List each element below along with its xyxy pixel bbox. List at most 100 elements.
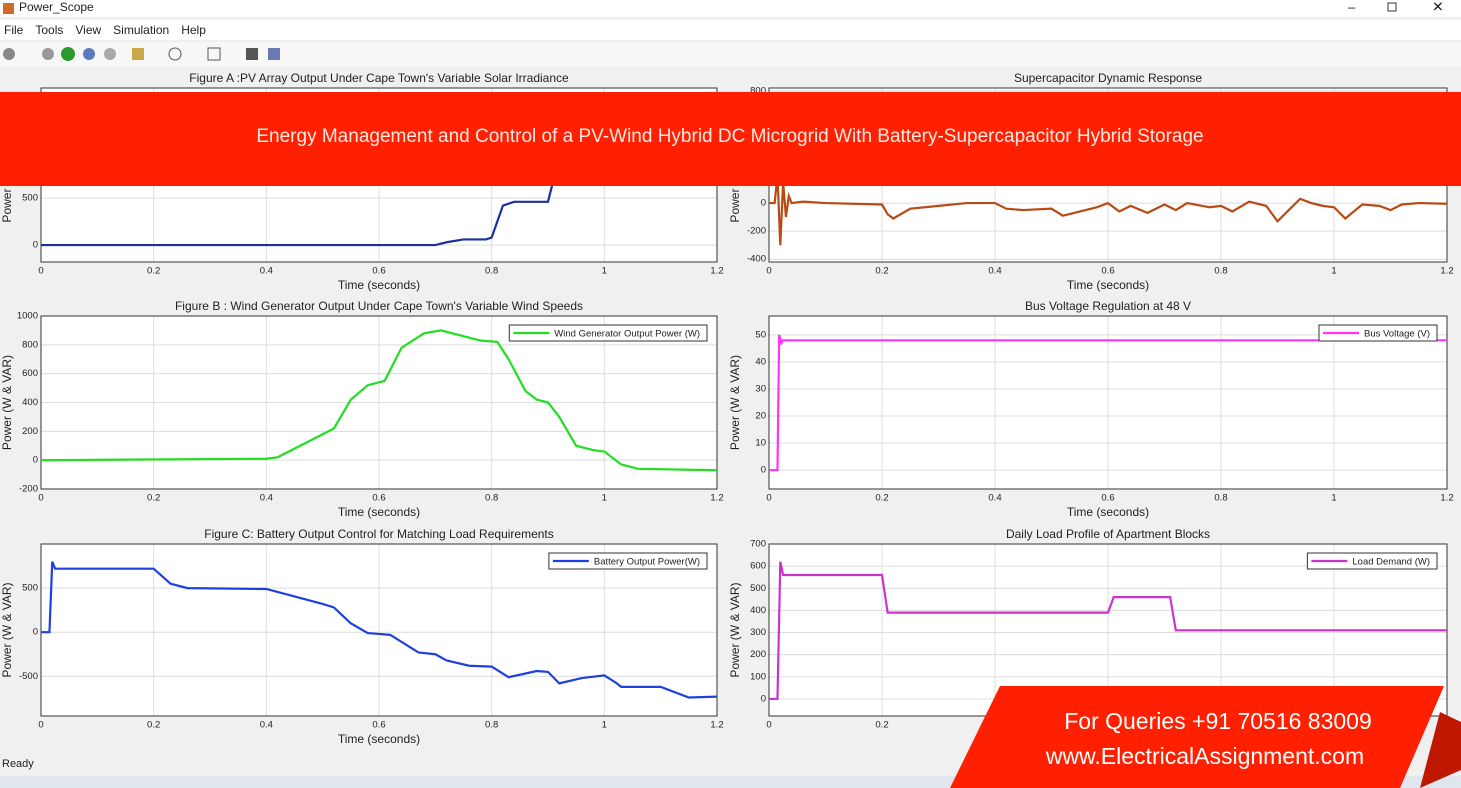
stop-icon[interactable] — [104, 48, 116, 60]
legend-box — [508, 324, 708, 342]
x-tick-label: 0.6 — [372, 720, 385, 731]
run-icon[interactable] — [61, 47, 75, 61]
toolbar-icons — [3, 47, 280, 61]
y-tick-label: 200 — [750, 649, 766, 660]
settings-icon[interactable] — [3, 48, 15, 60]
close-button[interactable]: ✕ — [1432, 0, 1444, 15]
y-tick-label: 500 — [22, 583, 38, 594]
x-tick-label: 0.8 — [485, 720, 498, 731]
x-tick-label: 0.2 — [147, 720, 160, 731]
y-tick-label: 0 — [33, 240, 38, 251]
x-tick-label: 1.2 — [710, 493, 723, 504]
status-text: Ready — [2, 758, 34, 770]
plot-panel: Figure C: Battery Output Control for Mat… — [0, 527, 723, 746]
x-tick-label: 0 — [766, 266, 771, 277]
menu-item[interactable]: View — [75, 23, 101, 37]
y-tick-label: 800 — [750, 85, 766, 96]
x-tick-label: 0.6 — [372, 266, 385, 277]
x-tick-label: 0 — [38, 266, 43, 277]
x-tick-label: 0 — [38, 720, 43, 731]
menu-item[interactable]: Tools — [35, 23, 63, 37]
banner-text: Energy Management and Control of a PV-Wi… — [256, 126, 1203, 147]
legend: Bus Voltage (V) — [1318, 324, 1438, 342]
plot-panel: Figure B : Wind Generator Output Under C… — [0, 299, 723, 519]
step-back-icon[interactable] — [42, 48, 54, 60]
cursor-icon[interactable] — [246, 48, 258, 60]
plot-title: Figure C: Battery Output Control for Mat… — [204, 527, 554, 541]
y-tick-label: 400 — [750, 605, 766, 616]
x-tick-label: 0.4 — [260, 720, 273, 731]
highlight-icon[interactable] — [132, 48, 144, 60]
x-tick-label: 1 — [602, 720, 607, 731]
y-tick-label: 500 — [22, 193, 38, 204]
plot-title: Figure B : Wind Generator Output Under C… — [175, 299, 583, 313]
legend-label: Bus Voltage (V) — [1364, 329, 1430, 340]
x-axis-label: Time (seconds) — [338, 505, 420, 519]
y-tick-label: 50 — [755, 329, 766, 340]
plot-title: Bus Voltage Regulation at 48 V — [1025, 299, 1191, 313]
x-tick-label: 0.4 — [260, 493, 273, 504]
x-tick-label: 0.2 — [875, 266, 888, 277]
x-tick-label: 1.2 — [710, 720, 723, 731]
x-tick-label: 0.4 — [988, 493, 1001, 504]
x-axis-label: Time (seconds) — [338, 732, 420, 746]
axes-box — [768, 315, 1448, 490]
y-axis-label: Power (W & VAR) — [728, 582, 742, 677]
data-line — [769, 334, 1447, 472]
y-tick-label: 0 — [761, 465, 766, 476]
y-axis-label: Power (W & VAR) — [728, 355, 742, 450]
x-tick-label: 1 — [1331, 493, 1336, 504]
plot-panel: Bus Voltage Regulation at 48 V 0 0.2 0.4 0.6… — [728, 299, 1453, 519]
x-tick-label: 0.2 — [875, 493, 888, 504]
y-tick-label: 100 — [750, 671, 766, 682]
contact-accent — [1420, 712, 1461, 788]
legend-box — [1306, 552, 1438, 570]
autoscale-icon[interactable] — [207, 47, 221, 61]
zoom-icon[interactable] — [168, 47, 182, 61]
y-tick-label: -500 — [19, 671, 38, 682]
legend: Load Demand (W) — [1306, 552, 1438, 570]
x-tick-label: 1 — [602, 266, 607, 277]
legend: Wind Generator Output Power (W) — [508, 324, 708, 342]
menu-item[interactable]: Simulation — [113, 23, 169, 37]
restore-button[interactable] — [1387, 2, 1397, 12]
data-line — [769, 174, 1447, 246]
y-tick-label: 1000 — [17, 311, 38, 322]
menu-item[interactable]: File — [4, 23, 24, 37]
y-tick-label: 0 — [33, 455, 38, 466]
contact-box — [950, 686, 1444, 788]
y-tick-label: 20 — [755, 411, 766, 422]
x-tick-label: 0 — [38, 493, 43, 504]
menu-item[interactable]: Help — [181, 23, 206, 37]
minimize-button[interactable]: – — [1348, 0, 1356, 14]
y-tick-label: 700 — [750, 539, 766, 550]
x-tick-label: 0.8 — [1214, 493, 1227, 504]
x-tick-label: 1.2 — [710, 266, 723, 277]
y-axis-label: Power (W & VAR) — [0, 582, 14, 677]
y-axis-label: Power (W & VAR) — [0, 355, 14, 450]
y-tick-label: 800 — [22, 339, 38, 350]
x-tick-label: 0.6 — [1101, 266, 1114, 277]
banner — [0, 92, 1461, 186]
contact-website[interactable]: www.ElectricalAssignment.com — [1045, 743, 1364, 769]
toolbar — [0, 42, 1461, 67]
y-tick-label: 600 — [22, 368, 38, 379]
legend-box — [548, 552, 708, 570]
y-tick-label: 300 — [750, 627, 766, 638]
app-icon — [3, 3, 14, 14]
x-tick-label: 0.4 — [988, 266, 1001, 277]
y-tick-label: 10 — [755, 438, 766, 449]
y-tick-label: 500 — [750, 583, 766, 594]
axes-box — [40, 543, 718, 717]
x-tick-label: 0.8 — [485, 266, 498, 277]
x-tick-label: 0.6 — [372, 493, 385, 504]
step-forward-icon[interactable] — [83, 48, 95, 60]
y-tick-label: 400 — [22, 397, 38, 408]
x-tick-label: 0 — [766, 720, 771, 731]
y-tick-label: 200 — [22, 426, 38, 437]
x-tick-label: 1 — [602, 493, 607, 504]
style-icon[interactable] — [268, 48, 280, 60]
x-tick-label: 1.2 — [1440, 493, 1453, 504]
x-axis-label: Time (seconds) — [1067, 278, 1149, 292]
